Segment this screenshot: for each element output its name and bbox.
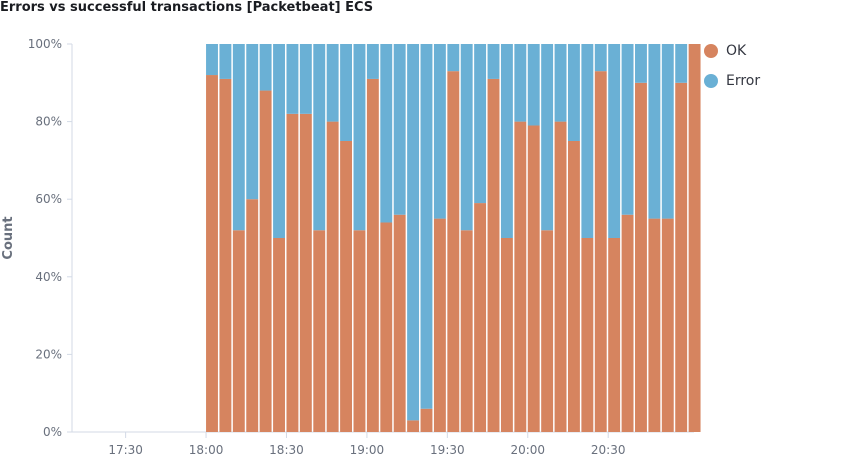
bar-error[interactable] — [340, 44, 353, 141]
y-tick-label: 20% — [35, 347, 62, 361]
bar-ok[interactable] — [219, 78, 232, 433]
bar-error[interactable] — [554, 44, 567, 122]
bar-error[interactable] — [541, 44, 554, 231]
bar-ok[interactable] — [313, 230, 326, 432]
bar-ok[interactable] — [635, 82, 647, 433]
bar-error[interactable] — [313, 44, 326, 231]
bar-ok[interactable] — [273, 238, 285, 432]
bar-ok[interactable] — [326, 121, 339, 432]
bar-error[interactable] — [635, 44, 647, 83]
y-tick-label: 100% — [28, 37, 62, 51]
bar-ok[interactable] — [621, 214, 634, 432]
bar-ok[interactable] — [460, 230, 473, 432]
bar-ok[interactable] — [433, 218, 446, 432]
bar-error[interactable] — [608, 44, 621, 238]
x-tick-label: 19:30 — [430, 443, 465, 456]
bar-ok[interactable] — [648, 218, 661, 432]
error-series-dot-icon — [704, 74, 718, 88]
bar-error[interactable] — [259, 44, 272, 91]
bar-ok[interactable] — [393, 214, 406, 432]
bar-ok[interactable] — [420, 408, 433, 432]
bar-ok[interactable] — [675, 82, 688, 433]
y-tick-label: 60% — [35, 192, 62, 206]
bar-error[interactable] — [648, 44, 661, 219]
bar-error[interactable] — [460, 44, 473, 231]
bar-error[interactable] — [232, 44, 245, 231]
bar-ok[interactable] — [541, 230, 554, 432]
bar-error[interactable] — [487, 44, 500, 79]
y-axis-title: Count — [1, 216, 16, 259]
bar-ok[interactable] — [366, 78, 379, 433]
bar-ok[interactable] — [407, 420, 420, 432]
bar-ok[interactable] — [514, 121, 527, 432]
y-tick-label: 0% — [43, 425, 62, 439]
bar-ok[interactable] — [380, 222, 393, 432]
bar-error[interactable] — [567, 44, 580, 141]
bar-error[interactable] — [326, 44, 339, 122]
bar-error[interactable] — [447, 44, 460, 72]
bar-error[interactable] — [353, 44, 366, 231]
legend-item-ok[interactable]: OK — [704, 36, 760, 66]
bar-ok[interactable] — [608, 238, 621, 432]
bar-ok[interactable] — [661, 218, 674, 432]
bar-ok[interactable] — [299, 113, 312, 432]
x-tick-label: 18:00 — [189, 443, 224, 456]
bar-error[interactable] — [393, 44, 406, 215]
bar-ok[interactable] — [594, 71, 607, 432]
bar-ok[interactable] — [259, 90, 272, 432]
legend-label-error: Error — [726, 73, 761, 89]
legend-label-ok: OK — [726, 43, 747, 59]
bar-ok[interactable] — [246, 199, 259, 432]
bar-ok[interactable] — [353, 230, 366, 432]
chart-title: Errors vs successful transactions [Packe… — [0, 0, 374, 15]
y-axis: 0% 20% 40% 60% 80% 100% — [28, 37, 73, 439]
bar-ok[interactable] — [447, 71, 460, 432]
x-tick-label: 18:30 — [269, 443, 304, 456]
bar-error[interactable] — [474, 44, 487, 204]
bar-error[interactable] — [514, 44, 527, 122]
bar-error[interactable] — [661, 44, 674, 219]
bars-group — [206, 44, 701, 433]
bar-error[interactable] — [500, 44, 513, 238]
bar-ok[interactable] — [232, 230, 245, 432]
bar-ok[interactable] — [487, 78, 500, 433]
bar-error[interactable] — [675, 44, 688, 83]
legend-item-error[interactable]: Error — [704, 66, 760, 96]
bar-error[interactable] — [420, 44, 433, 409]
bar-ok[interactable] — [474, 203, 487, 432]
bar-error[interactable] — [299, 44, 312, 114]
y-tick-label: 80% — [35, 115, 62, 129]
x-tick-label: 20:00 — [510, 443, 545, 456]
bar-error[interactable] — [219, 44, 232, 79]
bar-error[interactable] — [581, 44, 594, 238]
legend: OK Error — [704, 36, 760, 96]
bar-ok[interactable] — [581, 238, 594, 432]
bar-error[interactable] — [366, 44, 379, 79]
x-tick-label: 20:30 — [591, 443, 626, 456]
bar-ok[interactable] — [500, 238, 513, 432]
bar-ok[interactable] — [206, 75, 218, 432]
bar-error[interactable] — [286, 44, 299, 114]
bar-error[interactable] — [594, 44, 607, 72]
bar-ok[interactable] — [527, 125, 540, 432]
bar-error[interactable] — [206, 44, 218, 76]
x-tick-label: 17:30 — [108, 443, 143, 456]
y-tick-label: 40% — [35, 270, 62, 284]
bar-ok[interactable] — [688, 44, 701, 432]
bar-ok[interactable] — [286, 113, 299, 432]
ok-series-dot-icon — [704, 44, 718, 58]
bar-error[interactable] — [621, 44, 634, 215]
bar-error[interactable] — [380, 44, 393, 223]
bar-error[interactable] — [246, 44, 259, 200]
bar-ok[interactable] — [554, 121, 567, 432]
bar-error[interactable] — [407, 44, 420, 421]
bar-error[interactable] — [527, 44, 540, 126]
x-tick-label: 19:00 — [350, 443, 385, 456]
bar-ok[interactable] — [567, 141, 580, 432]
bar-error[interactable] — [433, 44, 446, 219]
x-axis: 17:30 18:00 18:30 19:00 19:30 20:00 20:30 — [72, 431, 694, 456]
bar-ok[interactable] — [340, 141, 353, 432]
bar-error[interactable] — [273, 44, 285, 238]
